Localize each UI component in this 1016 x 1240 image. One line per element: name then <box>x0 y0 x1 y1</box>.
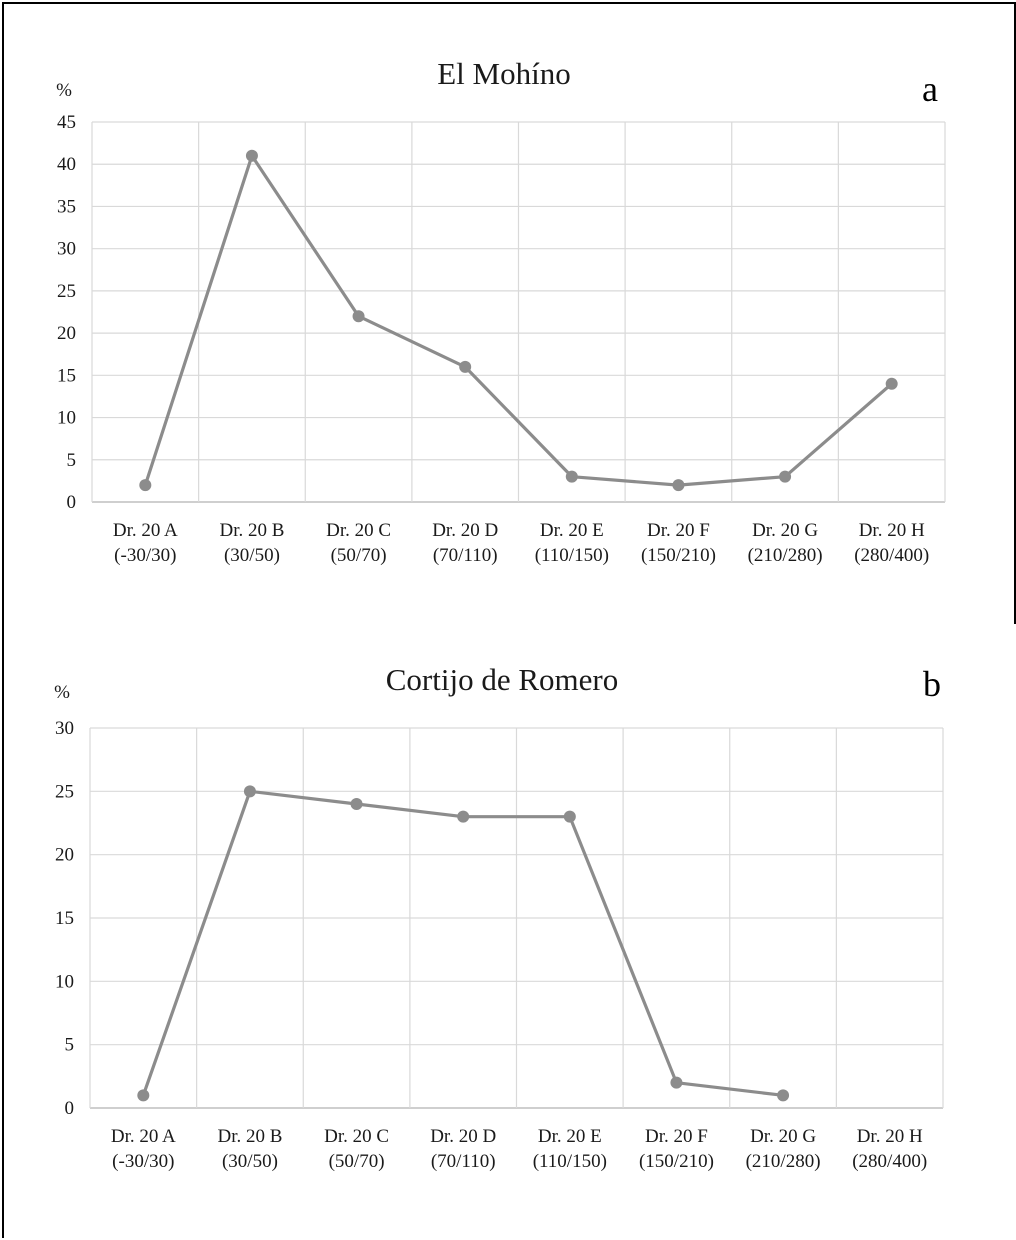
chart-panel-b: Cortijo de Romero b% 0 5 10 15 20 25 30 Dr. 20 A (… <box>2 624 1014 1238</box>
y-axis-label: % <box>54 682 70 703</box>
y-tick-label: 5 <box>67 450 77 471</box>
y-tick-label: 20 <box>55 845 74 866</box>
y-tick-label: 10 <box>57 408 76 429</box>
x-tick-label: Dr. 20 B <box>217 1126 282 1147</box>
x-tick-label: Dr. 20 D <box>430 1126 496 1147</box>
x-tick-label: Dr. 20 E <box>540 520 604 541</box>
x-tick-label-range: (-30/30) <box>112 1151 174 1172</box>
x-tick-label: Dr. 20 C <box>326 520 391 541</box>
series-line <box>143 154 893 487</box>
y-tick-label: 30 <box>55 718 74 739</box>
y-tick-label: 25 <box>57 281 76 302</box>
data-point <box>777 1089 790 1102</box>
data-point <box>459 360 472 373</box>
x-tick-label: Dr. 20 H <box>857 1126 923 1147</box>
y-tick-label: 35 <box>57 196 76 217</box>
data-point <box>243 785 256 798</box>
x-tick-label-range: (280/400) <box>852 1151 927 1172</box>
x-tick-label-range: (30/50) <box>222 1151 278 1172</box>
panel-label: b <box>923 664 941 704</box>
x-tick-label: Dr. 20 H <box>859 520 925 541</box>
y-tick-label: 10 <box>55 971 74 992</box>
x-tick-label-range: (-30/30) <box>114 545 176 566</box>
data-point <box>457 810 470 823</box>
y-tick-label: 15 <box>57 365 76 386</box>
x-tick-label-range: (50/70) <box>329 1151 385 1172</box>
x-tick-label-range: (210/280) <box>748 545 823 566</box>
y-axis-label: % <box>56 80 72 101</box>
x-tick-label-range: (150/210) <box>641 545 716 566</box>
y-tick-label: 15 <box>55 908 74 929</box>
x-tick-label: Dr. 20 G <box>752 520 818 541</box>
chart-a: El Mohíno a% 0 5 10 15 20 25 30 35 40 45 Dr. 20 A (-3… <box>56 56 946 566</box>
data-point <box>245 149 258 162</box>
x-tick-label-range: (280/400) <box>854 545 929 566</box>
data-point <box>137 1089 150 1102</box>
chart-panel-a: El Mohíno a% 0 5 10 15 20 25 30 35 40 45 Dr. 20 A (-3… <box>2 2 1016 624</box>
y-tick-label: 5 <box>65 1035 75 1056</box>
chart-b: Cortijo de Romero b% 0 5 10 15 20 25 30 Dr. 20 A (… <box>54 662 944 1172</box>
chart-title: Cortijo de Romero <box>386 662 618 697</box>
x-tick-label: Dr. 20 A <box>113 520 178 541</box>
x-tick-label: Dr. 20 A <box>111 1126 176 1147</box>
panel-label: a <box>922 69 938 109</box>
x-tick-label: Dr. 20 E <box>538 1126 602 1147</box>
data-point <box>563 810 576 823</box>
x-tick-label-range: (110/150) <box>533 1151 607 1172</box>
x-tick-label: Dr. 20 F <box>645 1126 708 1147</box>
series-line <box>141 789 784 1097</box>
x-tick-label-range: (110/150) <box>535 545 609 566</box>
data-point <box>670 1076 683 1089</box>
x-tick-label: Dr. 20 C <box>324 1126 389 1147</box>
x-tick-label: Dr. 20 G <box>750 1126 816 1147</box>
x-tick-label: Dr. 20 B <box>219 520 284 541</box>
y-tick-label: 30 <box>57 239 76 260</box>
data-point <box>352 310 365 323</box>
x-tick-label-range: (30/50) <box>224 545 280 566</box>
data-point <box>885 377 898 390</box>
data-point <box>779 470 792 483</box>
y-tick-label: 0 <box>65 1098 75 1119</box>
y-tick-label: 20 <box>57 323 76 344</box>
x-tick-label-range: (210/280) <box>746 1151 821 1172</box>
y-tick-label: 25 <box>55 781 74 802</box>
y-tick-label: 45 <box>57 112 76 133</box>
data-point <box>565 470 578 483</box>
y-tick-label: 40 <box>57 154 76 175</box>
x-tick-label-range: (50/70) <box>331 545 387 566</box>
x-tick-label: Dr. 20 D <box>432 520 498 541</box>
y-tick-label: 0 <box>67 492 77 513</box>
data-point <box>139 479 152 492</box>
x-tick-label-range: (150/210) <box>639 1151 714 1172</box>
x-tick-label-range: (70/110) <box>433 545 498 566</box>
data-point <box>350 798 363 810</box>
x-tick-label: Dr. 20 F <box>647 520 710 541</box>
data-point <box>672 479 685 492</box>
chart-title: El Mohíno <box>437 56 570 91</box>
x-tick-label-range: (70/110) <box>431 1151 496 1172</box>
